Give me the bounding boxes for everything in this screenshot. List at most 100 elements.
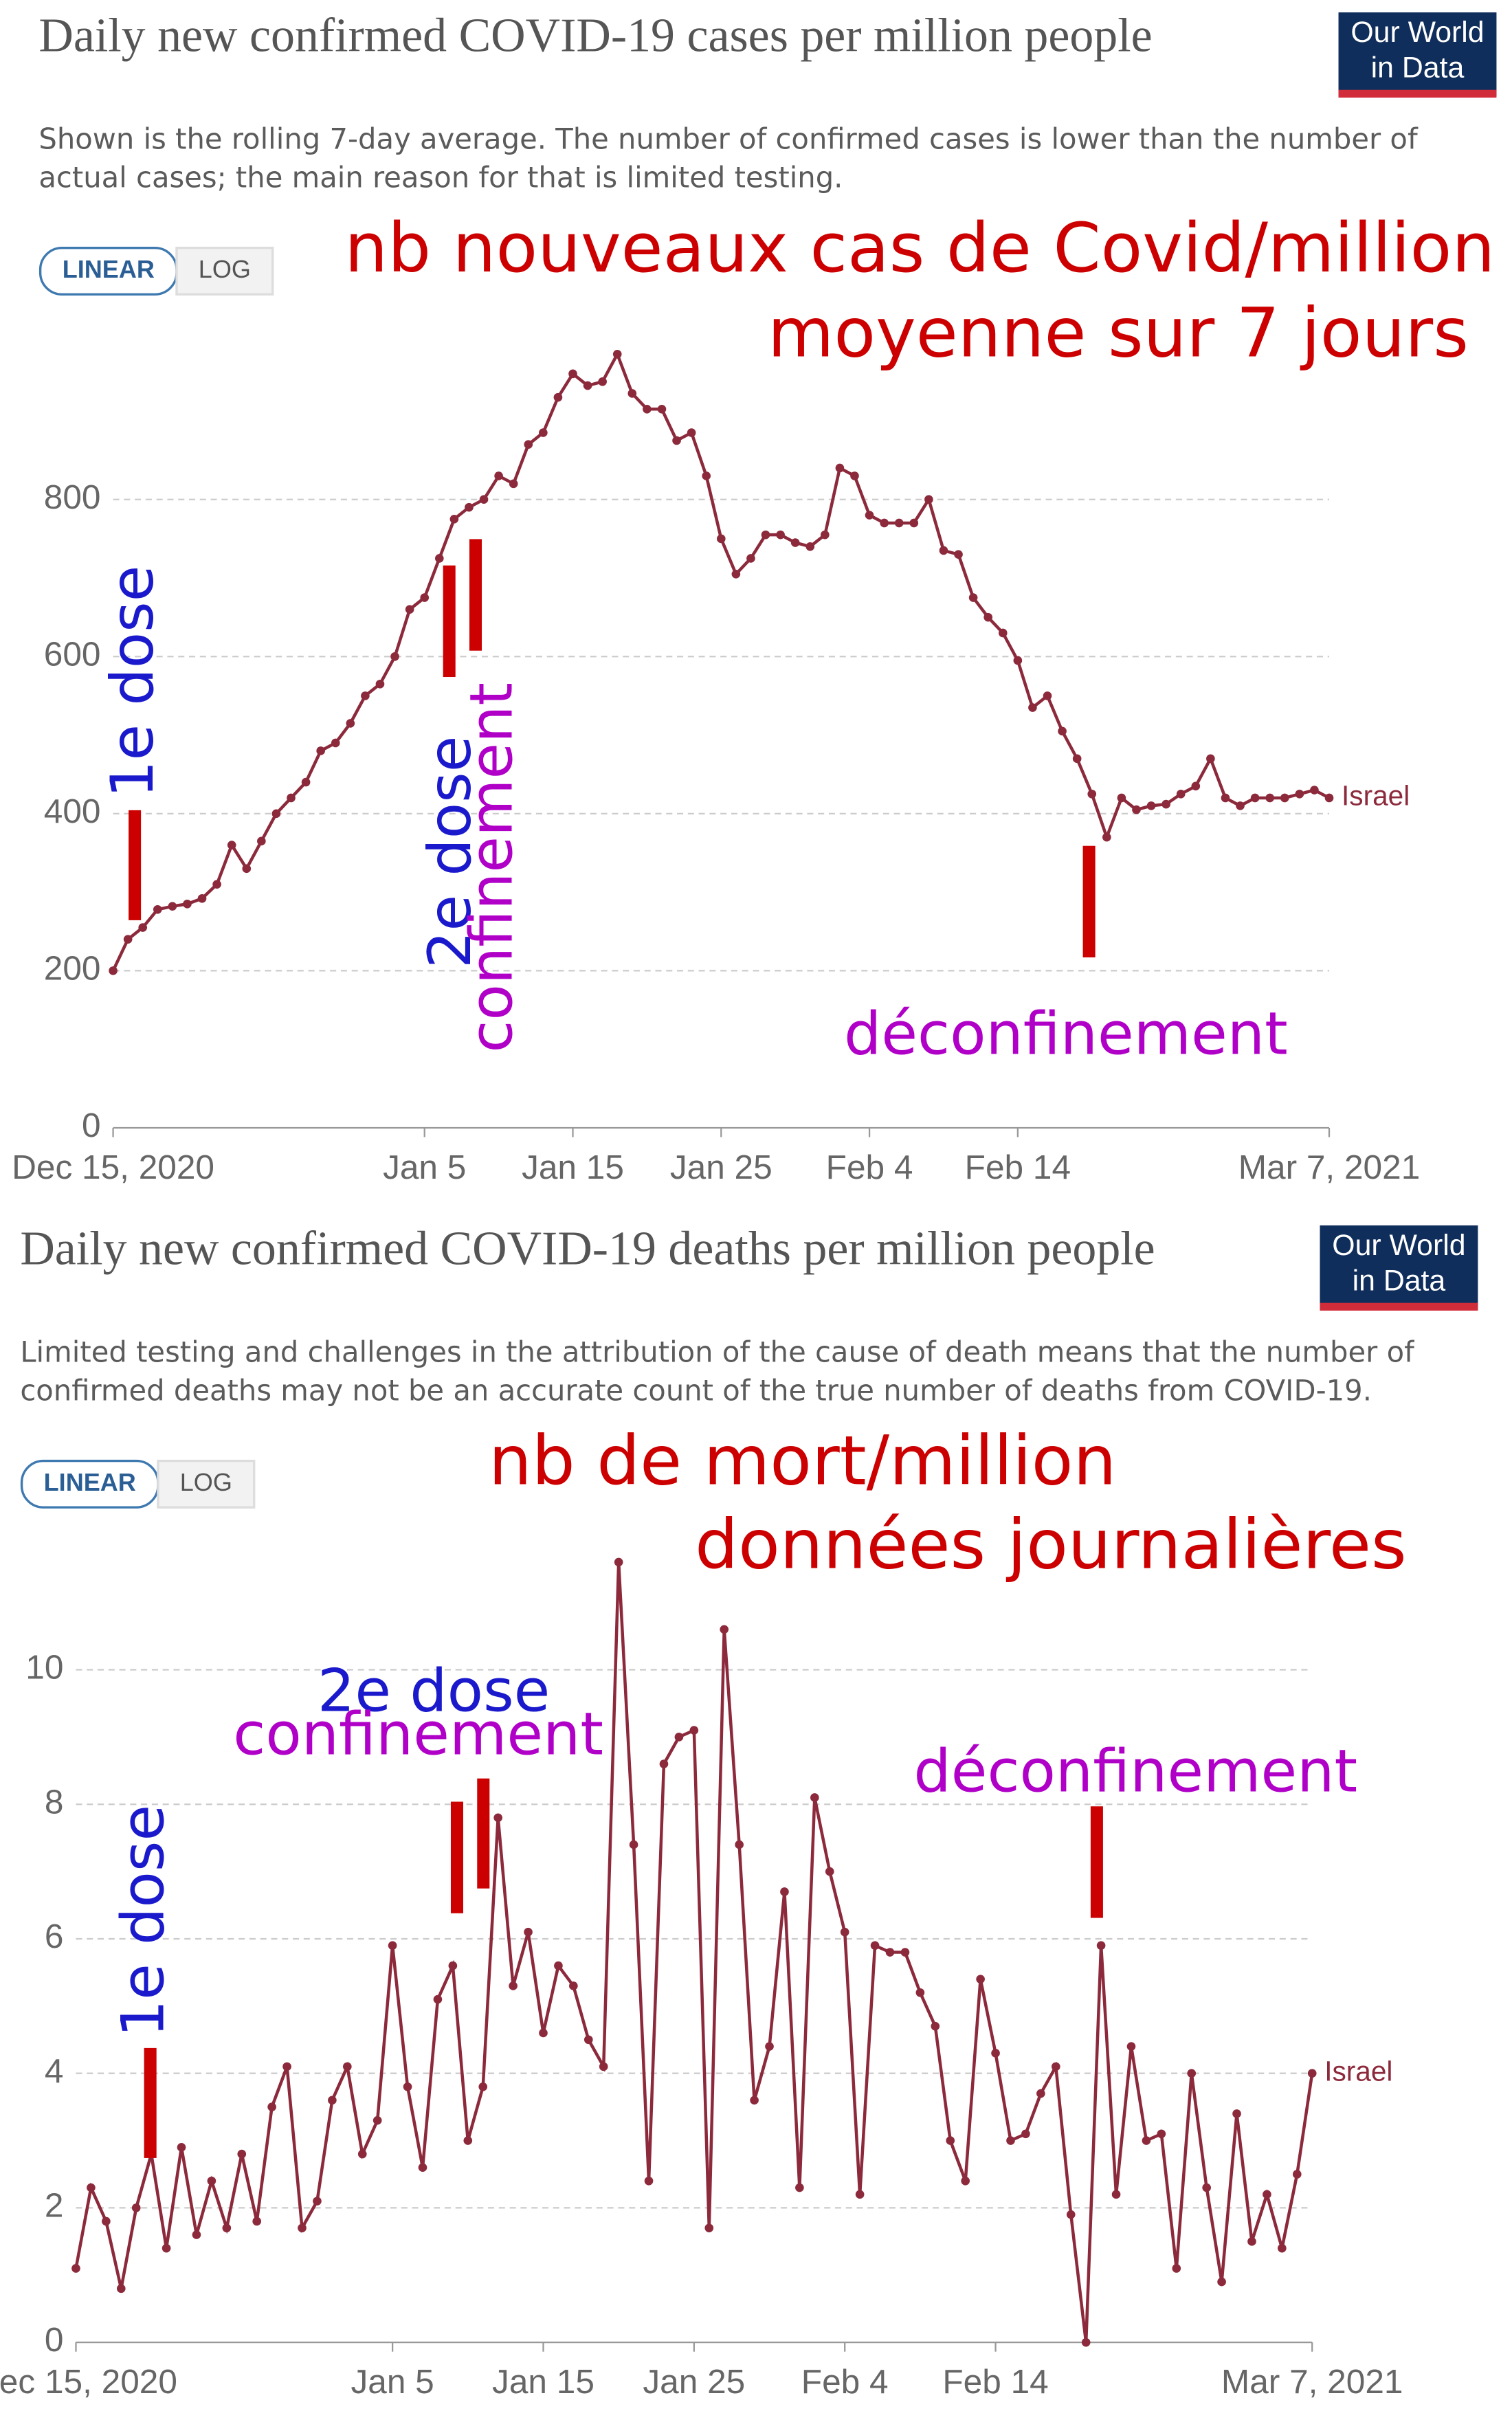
data-point <box>494 471 503 480</box>
data-point <box>212 880 221 889</box>
data-point <box>301 777 311 787</box>
annotation: moyenne sur 7 jours <box>768 294 1469 373</box>
annotation-bar <box>1090 1806 1103 1918</box>
data-point <box>1028 703 1037 712</box>
data-point <box>1280 793 1289 803</box>
x-tick-label: Feb 14 <box>965 1148 1071 1186</box>
x-tick-label: Jan 5 <box>383 1148 466 1186</box>
data-point <box>138 923 148 932</box>
data-point <box>109 966 118 975</box>
chart-title: Daily new confirmed COVID-19 deaths per … <box>20 1222 1155 1276</box>
data-point <box>1146 801 1156 810</box>
y-tick-label: 4 <box>45 2052 64 2090</box>
data-point <box>1232 2109 1241 2118</box>
logo-bg <box>1338 12 1497 96</box>
data-point <box>1263 2190 1271 2199</box>
data-point <box>568 369 577 379</box>
scale-button[interactable] <box>157 1459 256 1509</box>
data-point <box>357 2149 367 2159</box>
data-point <box>765 2042 774 2051</box>
annotation: 1e dose <box>109 1805 178 2037</box>
y-tick-label: 400 <box>44 792 101 830</box>
data-point <box>643 404 652 414</box>
data-point <box>657 404 667 414</box>
data-point <box>434 554 444 563</box>
data-point <box>509 1981 518 1990</box>
chart-subtitle-box: Shown is the rolling 7-day average. The … <box>38 124 1417 195</box>
data-point <box>539 2028 548 2038</box>
data-point <box>373 2115 382 2125</box>
annotation-bar <box>443 565 456 678</box>
data-point <box>1066 2210 1076 2219</box>
data-point <box>1157 2129 1166 2139</box>
data-point <box>242 864 252 874</box>
data-point <box>222 2223 232 2233</box>
data-point <box>855 2190 865 2199</box>
data-point <box>1324 793 1334 803</box>
annotation-bar <box>450 1801 463 1913</box>
data-point <box>331 738 340 748</box>
data-point <box>313 2197 322 2206</box>
data-point <box>282 2062 291 2071</box>
data-point <box>976 1975 985 1984</box>
y-tick-label: 600 <box>44 634 101 673</box>
data-point <box>433 1995 443 2004</box>
data-point <box>720 1625 729 1634</box>
data-point <box>961 2176 970 2186</box>
logo-text: in Data <box>1353 1265 1446 1298</box>
y-tick-label: 6 <box>45 1917 64 1955</box>
chart-title-box: Daily new confirmed COVID-19 cases per m… <box>38 10 1152 60</box>
data-point <box>1236 801 1245 810</box>
x-tick-label: Mar 7, 2021 <box>1238 1148 1421 1186</box>
data-point <box>865 511 874 520</box>
data-point <box>343 2062 352 2071</box>
x-tick-label: Dec 15, 2020 <box>0 2362 177 2401</box>
data-point <box>750 2096 759 2105</box>
y-tick-label: 200 <box>44 948 101 987</box>
logo-bg <box>1320 1225 1478 1309</box>
annotation: 1e dose <box>98 566 167 798</box>
x-tick-label: Jan 25 <box>643 2362 745 2401</box>
data-point <box>257 836 266 846</box>
data-point <box>267 2102 276 2111</box>
chart-title-box: Daily new confirmed COVID-19 deaths per … <box>20 1222 1155 1276</box>
y-tick-label: 2 <box>45 2186 64 2225</box>
data-point <box>1172 2264 1181 2273</box>
data-point <box>870 1941 880 1951</box>
series-label: Israel <box>1342 780 1410 812</box>
data-point <box>361 691 370 700</box>
data-point <box>1021 2129 1030 2139</box>
data-point <box>1051 2062 1060 2071</box>
data-point <box>569 1981 578 1990</box>
data-point <box>900 1948 910 1957</box>
chart-subtitle: Limited testing and challenges in the at… <box>20 1337 1414 1408</box>
data-point <box>1126 2042 1136 2051</box>
data-point <box>346 719 355 728</box>
data-point <box>821 530 830 540</box>
data-point <box>131 2203 141 2212</box>
data-point <box>880 518 889 528</box>
data-point <box>946 2136 955 2145</box>
data-point <box>629 1840 638 1849</box>
data-point <box>287 793 296 803</box>
data-point <box>87 2183 96 2192</box>
data-point <box>894 518 904 528</box>
data-point <box>795 2183 804 2192</box>
scale-button[interactable] <box>175 246 274 296</box>
data-point <box>835 463 845 473</box>
data-point <box>1096 1941 1106 1951</box>
series-line <box>111 350 1331 972</box>
data-point <box>1278 2243 1287 2253</box>
data-point <box>1111 2190 1121 2199</box>
data-point <box>689 1726 699 1735</box>
data-point <box>776 530 785 540</box>
data-point <box>539 428 548 437</box>
data-point <box>328 2096 337 2105</box>
data-point <box>554 1961 563 1970</box>
data-point <box>1176 789 1186 799</box>
data-point <box>197 893 207 903</box>
data-point <box>71 2264 80 2273</box>
data-point <box>192 2230 201 2239</box>
x-tick-label: Jan 25 <box>670 1148 772 1186</box>
data-point <box>612 349 622 359</box>
